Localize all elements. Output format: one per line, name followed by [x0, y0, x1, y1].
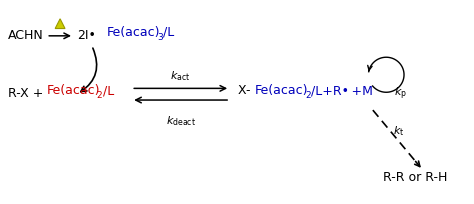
Text: 3: 3	[157, 33, 163, 42]
Text: R-X +: R-X +	[8, 87, 47, 100]
Text: /L: /L	[102, 84, 114, 97]
FancyArrowPatch shape	[81, 49, 97, 92]
Text: $k_{\rm t}$: $k_{\rm t}$	[393, 124, 404, 137]
Text: 2I•: 2I•	[77, 29, 96, 42]
Text: $k_{\rm deact}$: $k_{\rm deact}$	[165, 114, 196, 128]
Text: R-R or R-H: R-R or R-H	[383, 170, 447, 183]
Text: Fe(acac): Fe(acac)	[107, 26, 160, 39]
Text: X-: X-	[238, 84, 253, 97]
Text: $k_{\rm act}$: $k_{\rm act}$	[171, 69, 191, 83]
Text: $k_{\rm p}$: $k_{\rm p}$	[394, 86, 407, 102]
Text: Fe(acac): Fe(acac)	[46, 84, 100, 97]
Polygon shape	[55, 20, 65, 29]
Text: 2: 2	[305, 91, 311, 100]
Text: ACHN: ACHN	[8, 29, 44, 42]
Text: 2: 2	[97, 91, 102, 100]
Text: Fe(acac): Fe(acac)	[255, 84, 308, 97]
Text: /L+R• +M: /L+R• +M	[311, 84, 373, 97]
Text: /L: /L	[163, 26, 174, 39]
